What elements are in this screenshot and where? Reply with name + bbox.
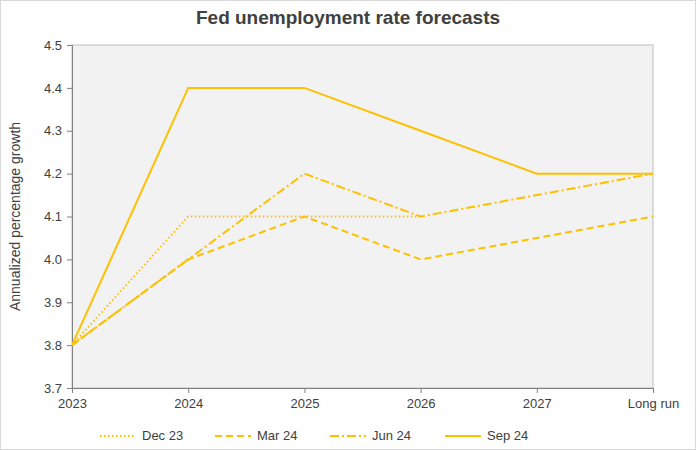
- x-tick: 2026: [407, 388, 436, 411]
- legend-swatch: [445, 435, 481, 437]
- y-tick-mark: [67, 217, 72, 218]
- y-axis-line: [67, 46, 73, 389]
- x-tick-label: 2027: [523, 396, 552, 411]
- y-tick: 4.4: [44, 81, 72, 96]
- chart: Fed unemployment rate forecasts Annualize…: [0, 0, 696, 450]
- chart-background: [1, 1, 696, 450]
- legend-item: Sep 24: [445, 428, 528, 443]
- x-tick-mark: [421, 388, 422, 393]
- legend: Dec 23 Mar 24 Jun 24 Sep 24: [100, 428, 528, 443]
- y-tick-label: 3.8: [44, 338, 62, 353]
- x-tick-label: 2026: [407, 396, 436, 411]
- legend-label: Jun 24: [372, 428, 411, 443]
- x-tick-mark: [72, 388, 73, 393]
- y-tick: 3.9: [44, 295, 72, 310]
- y-tick: 4.3: [44, 123, 72, 138]
- y-tick-mark: [67, 174, 72, 175]
- y-tick-label: 4.2: [44, 166, 62, 181]
- y-tick-mark: [67, 45, 72, 46]
- x-tick: Long run: [628, 388, 679, 411]
- y-tick-label: 3.9: [44, 295, 62, 310]
- legend-swatch: [100, 435, 136, 437]
- legend-item: Dec 23: [100, 428, 183, 443]
- title: Fed unemployment rate forecasts: [196, 7, 500, 28]
- y-tick-label: 4.0: [44, 252, 62, 267]
- y-tick-label: 4.1: [44, 209, 62, 224]
- x-tick: 2024: [174, 388, 203, 411]
- x-tick-mark: [304, 388, 305, 393]
- x-tick: 2023: [58, 388, 87, 411]
- y-tick-label: 3.7: [44, 381, 62, 396]
- legend-swatch: [215, 435, 251, 437]
- y-tick-mark: [67, 345, 72, 346]
- series-line: [72, 88, 653, 345]
- y-axis: 3.7 3.8 3.9 4.0 4.1 4.2 4.3 4.4 4.5: [44, 38, 73, 396]
- x-axis: 2023 2024 2025 2026 2027 Long run: [58, 388, 679, 411]
- x-tick: 2027: [523, 388, 552, 411]
- x-tick-label: 2023: [58, 396, 87, 411]
- y-tick-mark: [67, 388, 72, 389]
- y-tick: 4.5: [44, 38, 72, 53]
- legend-item: Jun 24: [330, 428, 411, 443]
- y-tick-label: 4.4: [44, 81, 62, 96]
- plot-background: [72, 45, 653, 388]
- legend-label: Mar 24: [257, 428, 297, 443]
- y-tick-label: 4.5: [44, 38, 62, 53]
- x-tick-mark: [537, 388, 538, 393]
- y-tick-label: 4.3: [44, 123, 62, 138]
- y-tick: 3.8: [44, 338, 72, 353]
- x-tick-label: Long run: [628, 396, 679, 411]
- lines: [72, 88, 653, 345]
- y-tick-mark: [67, 131, 72, 132]
- y-tick-mark: [67, 88, 72, 89]
- x-tick-mark: [188, 388, 189, 393]
- x-tick-label: 2025: [290, 396, 319, 411]
- y-tick-mark: [67, 302, 72, 303]
- legend-label: Sep 24: [487, 428, 528, 443]
- x-tick: 2025: [290, 388, 319, 411]
- y-tick-mark: [67, 259, 72, 260]
- series-line: [72, 174, 653, 346]
- y-axis-title: Annualized percentage growth: [7, 122, 23, 311]
- x-tick-label: 2024: [174, 396, 203, 411]
- legend-item: Mar 24: [215, 428, 297, 443]
- series-line: [72, 217, 421, 346]
- y-tick: 4.2: [44, 166, 72, 181]
- legend-swatch: [330, 435, 366, 437]
- y-tick: 3.7: [44, 381, 72, 396]
- x-tick-mark: [653, 388, 654, 393]
- y-tick: 4.1: [44, 209, 72, 224]
- legend-label: Dec 23: [142, 428, 183, 443]
- y-tick: 4.0: [44, 252, 72, 267]
- x-axis-line: [73, 389, 654, 394]
